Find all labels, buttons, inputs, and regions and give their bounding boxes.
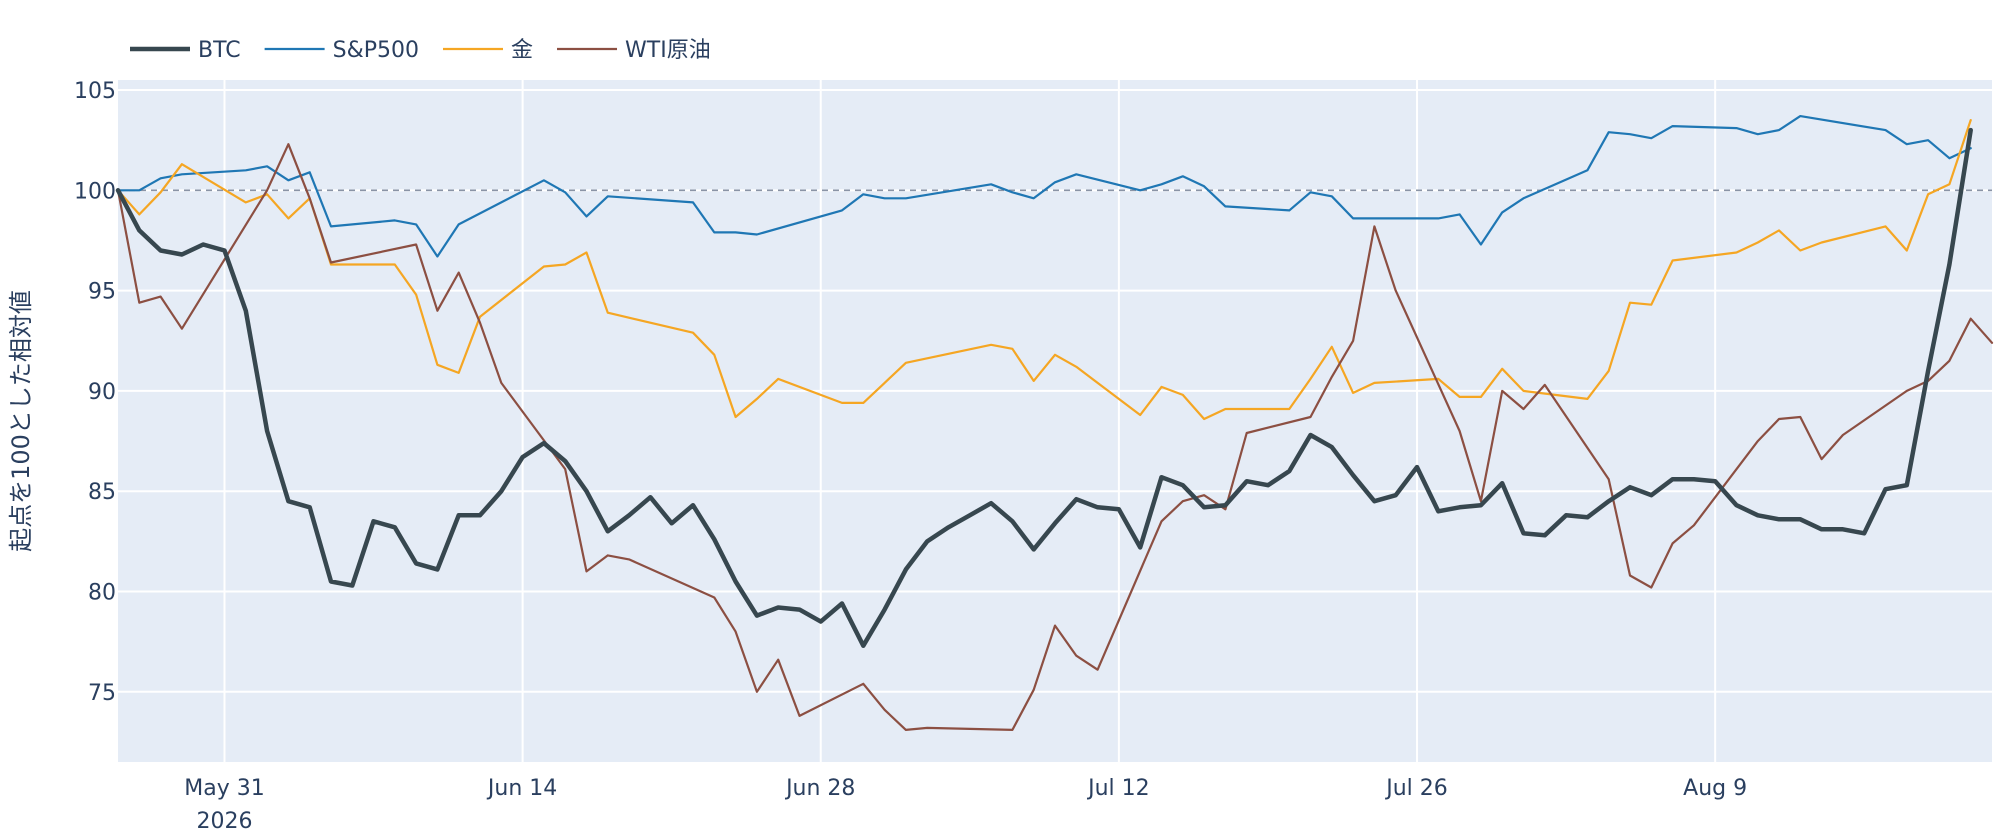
legend-item: S&P500 <box>264 38 419 63</box>
legend-label: BTC <box>198 38 241 63</box>
x-tick-label: Aug 9 <box>1683 776 1747 801</box>
series-line-WTI原油 <box>116 143 1994 732</box>
y-tick-label: 95 <box>88 280 116 305</box>
series-lines <box>115 114 1994 732</box>
y-tick-label: 80 <box>88 581 116 606</box>
plot-area <box>118 80 1992 762</box>
legend-item: WTI原油 <box>557 38 711 63</box>
legend-item: BTC <box>130 38 241 63</box>
series-line-金 <box>116 118 1972 421</box>
legend-label: 金 <box>511 38 533 63</box>
y-axis-label: 起点を100とした相対値 <box>7 290 35 552</box>
y-tick-label: 75 <box>88 681 116 706</box>
legend-item: 金 <box>443 38 533 63</box>
x-tick-label: Jul 26 <box>1384 776 1448 801</box>
x-tick-label: Jul 12 <box>1086 776 1150 801</box>
legend: BTC S&P500 金 WTI原油 <box>130 38 711 63</box>
y-tick-label: 105 <box>74 79 116 104</box>
x-tick-label: Jun 28 <box>784 776 855 801</box>
x-tick-label: May 31 <box>184 776 264 801</box>
x-tick-sublabel: 2026 <box>196 809 252 834</box>
y-tick-label: 100 <box>74 179 116 204</box>
gridlines <box>118 80 1992 762</box>
legend-label: WTI原油 <box>625 38 711 63</box>
y-tick-label: 90 <box>88 380 116 405</box>
x-tick-label: Jun 14 <box>486 776 557 801</box>
series-line-BTC <box>115 127 1973 648</box>
x-axis-ticks: May 31 2026 Jun 14 Jun 28 Jul 12 Jul 26 Aug 9 <box>184 776 1747 834</box>
y-tick-label: 85 <box>88 480 116 505</box>
legend-label: S&P500 <box>333 38 419 63</box>
y-axis-ticks: 75 80 85 90 95 100 105 <box>74 79 116 706</box>
series-line-S&P500 <box>116 114 1972 258</box>
